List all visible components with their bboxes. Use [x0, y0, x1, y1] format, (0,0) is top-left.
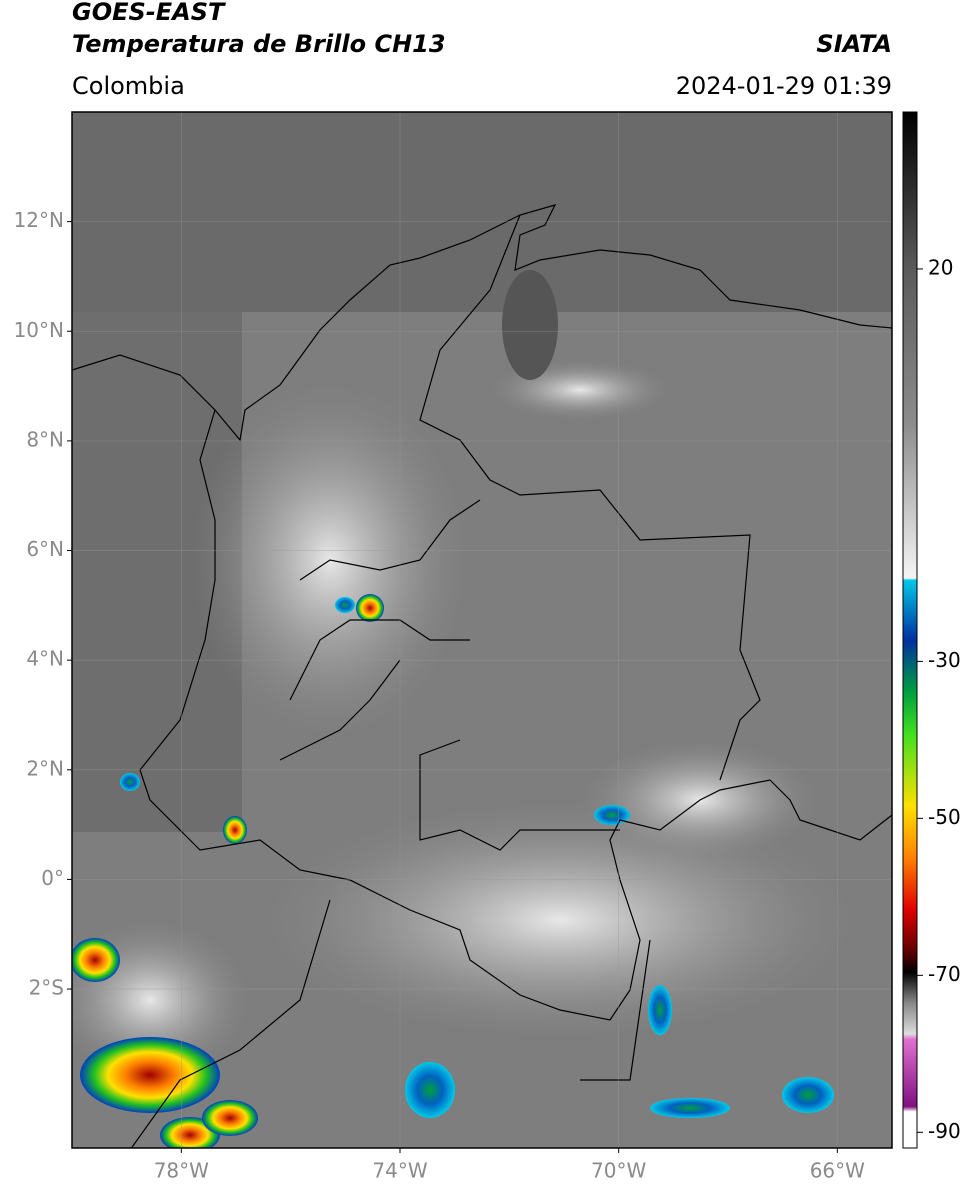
convective-storm — [72, 938, 120, 982]
colorbar-tick-label: -70 — [928, 962, 961, 986]
cold-cloud — [335, 597, 355, 613]
lat-tick-label: 8°N — [26, 427, 64, 451]
cold-cloud — [405, 1062, 455, 1118]
lat-tick-label: 4°N — [26, 647, 64, 671]
region: Colombia — [72, 72, 185, 100]
imagery — [72, 112, 892, 1148]
subtitle: Temperatura de Brillo CH13 — [72, 30, 446, 58]
lat-tick-label: 10°N — [14, 318, 64, 342]
lat-tick-label: 2°S — [29, 976, 64, 1000]
border-line — [130, 899, 651, 1148]
graticule — [72, 112, 892, 1148]
colorbar-tick-label: -30 — [928, 648, 961, 672]
lat-tick-label: 6°N — [26, 537, 64, 561]
lat-tick-label: 0° — [41, 866, 64, 890]
colorbar-tick-label: 20 — [928, 255, 953, 279]
cold-cloud — [648, 985, 672, 1035]
colorbar-tick-label: -50 — [928, 805, 961, 829]
colorbar-tick-label: -90 — [928, 1119, 961, 1143]
border-line — [419, 739, 620, 851]
cold-cloud — [650, 1098, 730, 1118]
sea-area — [72, 112, 892, 312]
convective-storm — [202, 1100, 258, 1136]
timestamp: 2024-01-29 01:39 — [676, 72, 892, 100]
cloud-area — [260, 800, 860, 1040]
convective-storm — [223, 816, 247, 844]
border-line — [139, 409, 892, 1021]
lon-tick-label: 74°W — [372, 1159, 427, 1183]
lat-tick-label: 2°N — [26, 756, 64, 780]
cold-cloud — [120, 773, 140, 791]
lon-tick-label: 70°W — [591, 1159, 646, 1183]
source: SIATA — [816, 30, 892, 58]
colorbar — [902, 111, 918, 1149]
cold-cloud — [594, 805, 630, 825]
border-line — [419, 214, 761, 781]
map-frame — [71, 111, 893, 1149]
title: GOES-EAST — [72, 0, 226, 26]
cold-cloud — [782, 1077, 834, 1113]
convective-storm — [356, 594, 384, 622]
convective-storm — [80, 1037, 220, 1113]
lake-maracaibo — [502, 270, 558, 380]
lon-tick-label: 66°W — [810, 1159, 865, 1183]
lon-tick-label: 78°W — [154, 1159, 209, 1183]
lat-tick-label: 12°N — [14, 208, 64, 232]
